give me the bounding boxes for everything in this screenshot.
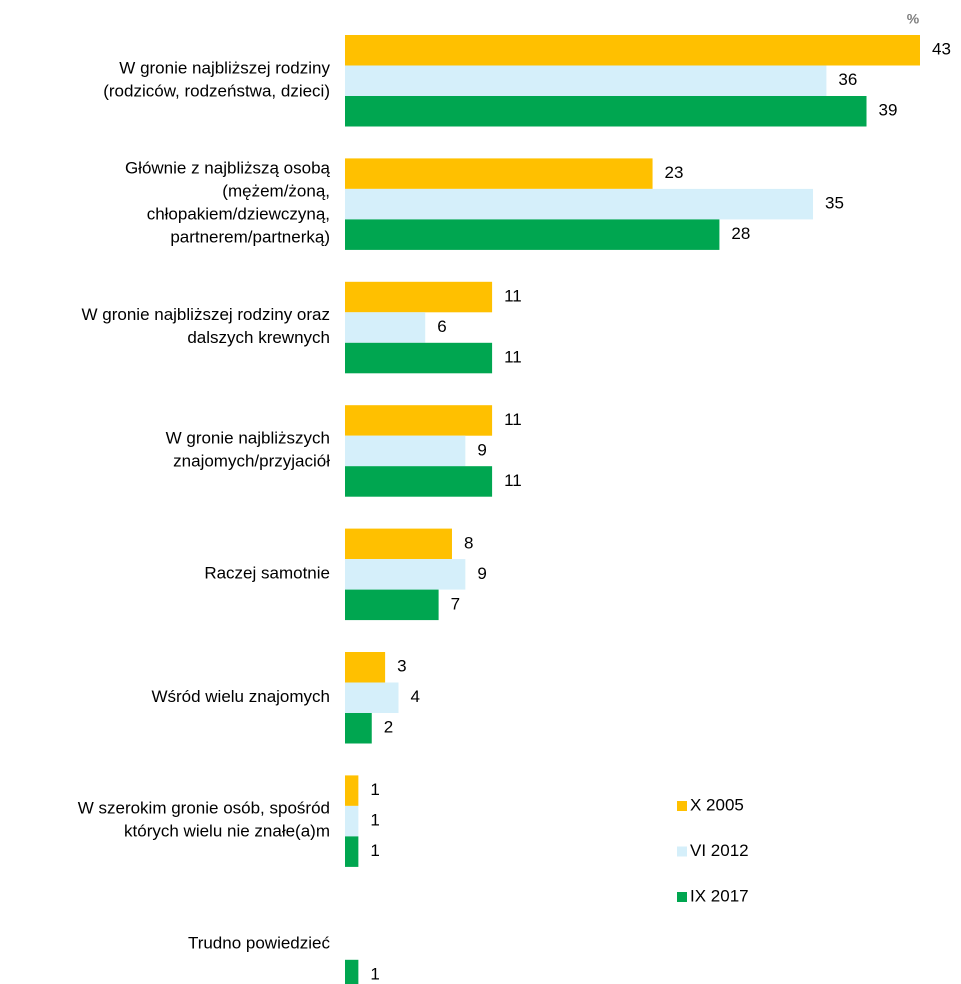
value-label: 36: [838, 70, 857, 89]
bar: [345, 435, 466, 467]
category-label-line: W gronie najbliższej rodziny oraz: [82, 306, 331, 325]
value-label: 1: [370, 965, 379, 984]
bar: [345, 713, 372, 744]
value-label: 11: [504, 348, 522, 367]
value-label: 11: [504, 471, 522, 490]
category-label: W szerokim gronie osób, spośród których w…: [78, 799, 330, 841]
category-label: Trudno powiedzieć: [188, 934, 331, 953]
bar: [345, 805, 359, 837]
category-label: Głównie z najbliższą osobą (mężem/żoną, ch…: [125, 159, 331, 247]
value-label: 11: [504, 287, 522, 306]
value-label: 1: [370, 811, 379, 830]
category-label-line: Głównie z najbliższą osobą: [125, 159, 331, 178]
bar: [345, 281, 493, 313]
bar: [345, 65, 827, 96]
bar: [345, 466, 493, 497]
value-label: 39: [879, 101, 898, 120]
unit-label: %: [907, 11, 920, 27]
legend-label: X 2005: [690, 795, 744, 814]
bar: [345, 836, 359, 867]
category-label: W gronie najbliższych znajomych/przyjació…: [166, 429, 331, 471]
category-label-line: W gronie najbliższych: [166, 429, 330, 448]
bar: [345, 35, 920, 66]
legend-swatch: [677, 801, 687, 811]
category-label: Wśród wielu znajomych: [151, 687, 330, 706]
legend-label: VI 2012: [690, 841, 749, 860]
value-label: 9: [477, 564, 486, 583]
value-label: 2: [384, 718, 393, 737]
bar: [345, 775, 359, 806]
value-label: 8: [464, 533, 473, 552]
bar: [345, 652, 386, 683]
value-label: 11: [504, 410, 522, 429]
bar: [345, 219, 720, 250]
bar: [345, 528, 452, 560]
category-label-line: W gronie najbliższej rodziny: [119, 59, 330, 78]
value-label: 28: [731, 224, 750, 243]
legend-swatch: [677, 846, 687, 857]
category-label-line: (rodziców, rodzeństwa, dzieci): [103, 82, 330, 101]
category-label-line: dalszych krewnych: [187, 329, 330, 348]
category-label-line: znajomych/przyjaciół: [173, 452, 330, 471]
legend-swatch: [677, 892, 687, 902]
bar: [345, 559, 466, 590]
value-label: 9: [477, 440, 486, 459]
bar: [345, 158, 653, 189]
bar: [345, 959, 359, 984]
category-label-line: chłopakiem/dziewczyną,: [147, 205, 330, 224]
category-label-line: partnerem/partnerką): [170, 228, 330, 247]
bar: [345, 589, 439, 621]
bar: [345, 682, 399, 713]
category-label-line: W szerokim gronie osób, spośród: [78, 799, 330, 818]
bar: [345, 405, 493, 436]
category-label-line: (mężem/żoną,: [222, 182, 330, 201]
value-label: 1: [370, 780, 379, 799]
value-label: 3: [397, 657, 406, 676]
value-label: 23: [665, 163, 684, 182]
value-label: 4: [410, 687, 419, 706]
value-label: 7: [451, 594, 460, 613]
category-label-line: których wielu nie znałe(a)m: [124, 822, 330, 841]
category-label: W gronie najbliższej rodziny oraz dalszyc…: [82, 306, 331, 348]
value-label: 43: [932, 40, 951, 59]
bar: [345, 342, 493, 374]
bar: [345, 188, 814, 220]
category-label-line: Trudno powiedzieć: [188, 934, 331, 953]
value-label: 35: [825, 194, 844, 213]
bar: [345, 312, 426, 343]
category-label: W gronie najbliższej rodziny (rodziców, r…: [103, 59, 330, 101]
category-label-line: Raczej samotnie: [204, 564, 330, 583]
value-label: 6: [437, 317, 446, 336]
category-label-line: Wśród wielu znajomych: [151, 687, 330, 706]
legend-label: IX 2017: [690, 886, 749, 905]
category-label: Raczej samotnie: [204, 564, 330, 583]
bar: [345, 96, 867, 127]
value-label: 1: [370, 841, 379, 860]
